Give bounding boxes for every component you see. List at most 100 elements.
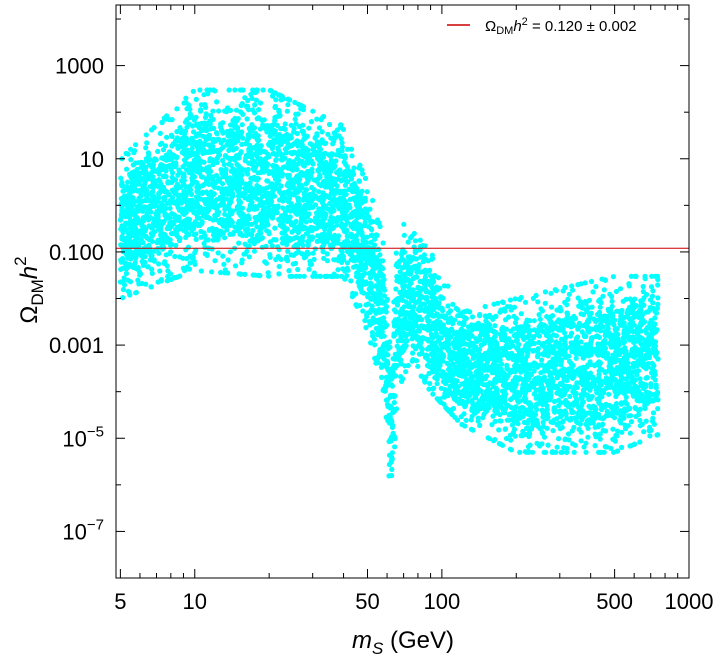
data-point (132, 260, 138, 266)
data-point (575, 334, 581, 340)
data-point (226, 197, 233, 203)
data-point (301, 216, 307, 222)
data-point (491, 334, 497, 340)
data-point (556, 436, 562, 442)
data-point (205, 204, 211, 210)
data-point (490, 380, 497, 386)
data-point (233, 180, 239, 186)
data-point (258, 157, 264, 163)
data-point (548, 290, 554, 296)
data-point (579, 417, 585, 423)
data-point (266, 273, 272, 279)
data-point (240, 87, 246, 93)
data-point (412, 334, 418, 340)
data-point (237, 168, 244, 174)
data-point (619, 444, 625, 450)
data-point (131, 150, 137, 156)
data-point (565, 404, 572, 410)
data-point (127, 292, 133, 298)
data-point (146, 223, 152, 229)
data-point (301, 131, 307, 137)
data-point (359, 167, 365, 173)
data-point (385, 352, 391, 358)
data-point (380, 258, 386, 264)
data-point (351, 165, 357, 171)
data-point (426, 318, 432, 324)
data-point (404, 338, 410, 344)
data-point (559, 449, 565, 455)
data-point (491, 301, 497, 307)
data-point (548, 371, 554, 377)
data-point (222, 267, 228, 273)
data-point (615, 428, 621, 434)
data-point (615, 365, 621, 371)
data-point (539, 308, 546, 314)
data-point (332, 135, 338, 141)
data-point (337, 153, 343, 159)
data-point (417, 237, 423, 243)
data-point (183, 95, 189, 101)
data-point (627, 430, 633, 436)
data-point (555, 397, 562, 403)
data-point (119, 181, 125, 187)
data-point (277, 113, 283, 119)
data-point (157, 206, 163, 212)
data-point (633, 413, 639, 420)
data-point (182, 128, 189, 134)
data-point (377, 252, 383, 258)
data-point (430, 334, 436, 341)
data-point (637, 361, 644, 367)
data-point (597, 350, 604, 356)
data-point (567, 358, 573, 364)
data-point (589, 304, 595, 310)
data-point (339, 140, 345, 146)
data-point (419, 346, 425, 352)
data-point (161, 188, 168, 195)
data-point (214, 131, 220, 137)
data-point (574, 384, 580, 391)
data-point (174, 106, 180, 112)
data-point (186, 266, 192, 272)
data-point (268, 123, 274, 129)
data-point (351, 209, 357, 215)
data-point (655, 276, 661, 283)
data-point (341, 159, 347, 165)
data-point (435, 334, 441, 340)
data-point (203, 111, 209, 117)
data-point (563, 410, 569, 416)
data-point (143, 132, 149, 138)
data-point (512, 296, 518, 302)
data-point (449, 412, 455, 418)
data-point (391, 400, 397, 406)
data-point (185, 244, 191, 250)
data-point (252, 145, 258, 151)
data-point (480, 415, 486, 421)
data-point (261, 205, 267, 211)
data-point (360, 171, 366, 177)
data-point (250, 227, 256, 234)
data-point (356, 178, 362, 184)
data-point (408, 288, 414, 294)
data-point (301, 273, 307, 279)
data-point (310, 190, 316, 197)
data-point (167, 242, 173, 248)
data-point (357, 207, 363, 213)
data-point (506, 314, 512, 320)
data-point (344, 207, 350, 214)
data-point (236, 240, 242, 246)
data-point (269, 146, 275, 152)
data-point (613, 377, 619, 383)
data-point (152, 182, 158, 188)
data-point (435, 275, 442, 281)
data-point (289, 273, 295, 279)
data-point (243, 168, 249, 174)
data-point (641, 429, 647, 435)
data-point (326, 121, 333, 128)
data-point (282, 155, 288, 161)
data-point (198, 228, 204, 235)
data-point (328, 214, 334, 220)
data-point (169, 211, 175, 217)
data-point (364, 311, 370, 318)
data-point (572, 315, 579, 321)
data-point (248, 133, 254, 139)
